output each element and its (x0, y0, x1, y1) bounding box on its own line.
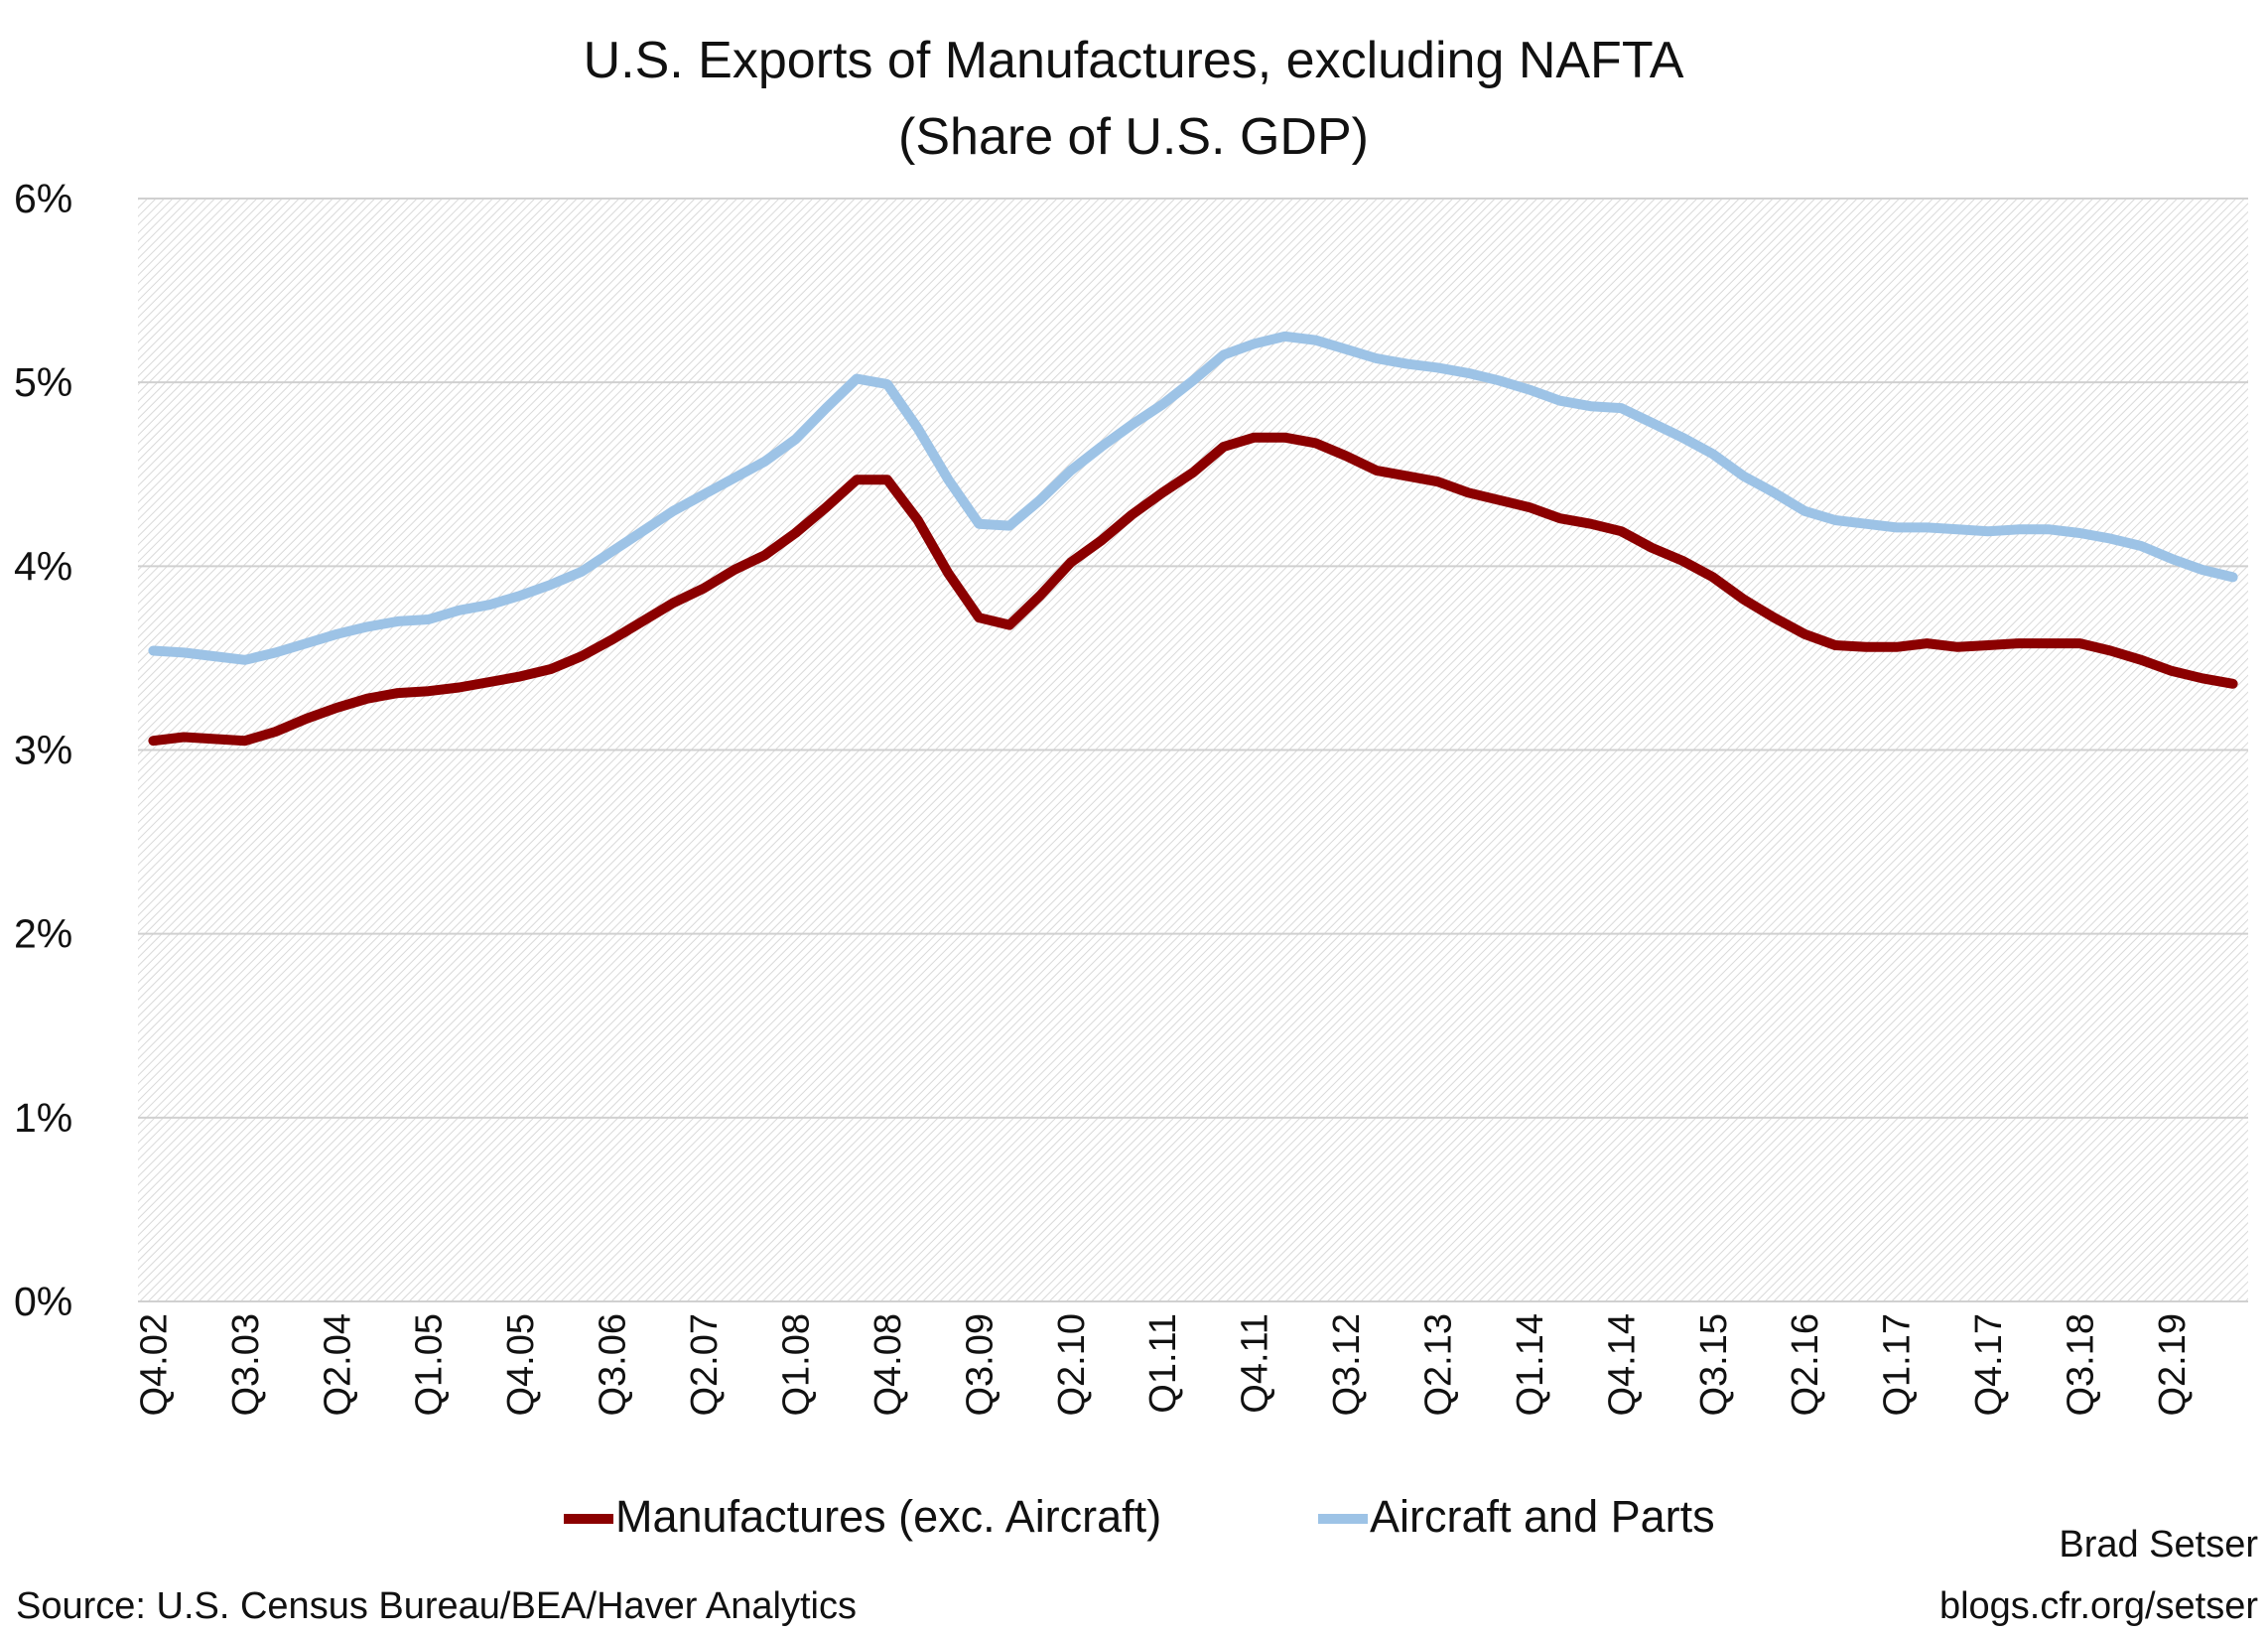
y-tick-label: 3% (14, 728, 72, 773)
x-tick-label: Q1.17 (1877, 1313, 1919, 1417)
author-credit: Brad Setser (2059, 1524, 2258, 1566)
x-tick-label: Q2.07 (684, 1313, 726, 1417)
y-tick-label: 0% (14, 1279, 72, 1324)
x-tick-label: Q3.03 (225, 1313, 267, 1417)
chart-title: U.S. Exports of Manufactures, excluding … (584, 32, 1684, 89)
y-tick-label: 6% (14, 176, 72, 221)
y-tick-label: 2% (14, 911, 72, 957)
x-tick-label: Q2.10 (1051, 1313, 1093, 1417)
x-tick-label: Q2.19 (2152, 1313, 2194, 1417)
x-tick-label: Q3.15 (1693, 1313, 1735, 1417)
blog-url: blogs.cfr.org/setser (1939, 1585, 2258, 1627)
x-tick-label: Q1.14 (1510, 1313, 1551, 1417)
x-tick-label: Q2.04 (317, 1313, 358, 1417)
x-tick-label: Q3.12 (1326, 1313, 1368, 1417)
x-tick-label: Q4.02 (133, 1313, 175, 1417)
x-tick-label: Q4.11 (1235, 1313, 1276, 1414)
x-tick-label: Q4.05 (500, 1313, 542, 1417)
series-line-manufactures-exc-aircraft- (148, 432, 2238, 747)
x-tick-label: Q4.08 (867, 1313, 909, 1417)
x-tick-label: Q3.06 (593, 1313, 634, 1417)
series-line-aircraft-and-parts (148, 331, 2238, 665)
legend-label-aircraft: Aircraft and Parts (1370, 1491, 1715, 1542)
x-tick-label: Q3.18 (2061, 1313, 2102, 1417)
x-tick-label: Q4.17 (1968, 1313, 2010, 1417)
legend-label-manufactures: Manufactures (exc. Aircraft) (615, 1491, 1161, 1542)
x-tick-label: Q1.05 (409, 1313, 451, 1417)
legend: Manufactures (exc. Aircraft) Aircraft an… (564, 1491, 1715, 1542)
source-note: Source: U.S. Census Bureau/BEA/Haver Ana… (16, 1585, 857, 1627)
chart-subtitle: (Share of U.S. GDP) (898, 108, 1369, 166)
y-tick-label: 1% (14, 1095, 72, 1141)
x-tick-label: Q3.09 (959, 1313, 1001, 1417)
x-tick-label: Q2.16 (1785, 1313, 1826, 1417)
x-tick-label: Q1.08 (775, 1313, 817, 1417)
x-tick-label: Q4.14 (1601, 1313, 1643, 1417)
y-tick-label: 5% (14, 359, 72, 405)
y-tick-label: 4% (14, 543, 72, 589)
x-tick-label: Q1.11 (1142, 1313, 1184, 1414)
x-tick-label: Q2.13 (1417, 1313, 1459, 1417)
